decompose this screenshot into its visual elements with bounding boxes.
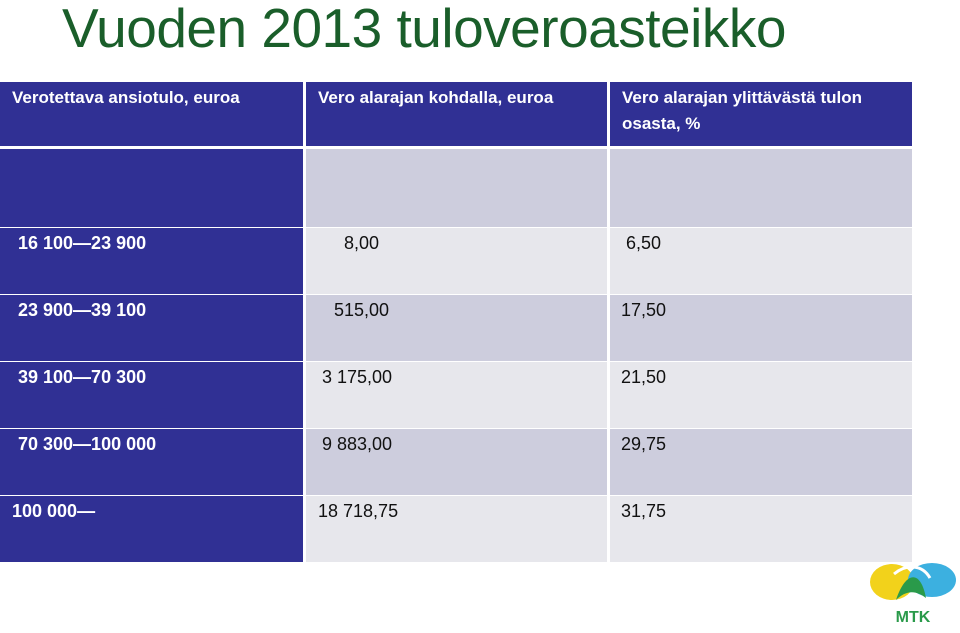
header-taxable-income: Verotettava ansiotulo, euroa [0, 82, 303, 146]
table-cell: 17,50 [610, 295, 912, 361]
table-cell: 18 718,75 [306, 496, 607, 562]
mtk-logo: MTK [866, 560, 960, 628]
page-title: Vuoden 2013 tuloveroasteikko [62, 0, 786, 59]
table-cell: 31,75 [610, 496, 912, 562]
table-cell: 100 000— [0, 496, 303, 562]
table-cell [610, 149, 912, 227]
mtk-logo-mark: MTK [870, 563, 956, 626]
logo-green-shape [896, 577, 926, 600]
table-cell: 8,00 [306, 228, 607, 294]
table-cell: 3 175,00 [306, 362, 607, 428]
table-cell [0, 149, 303, 227]
header-tax-at-lower-limit: Vero alarajan kohdalla, euroa [306, 82, 607, 146]
table-cell: 23 900—39 100 [0, 295, 303, 361]
table-cell: 9 883,00 [306, 429, 607, 495]
table-cell: 39 100—70 300 [0, 362, 303, 428]
table-cell: 515,00 [306, 295, 607, 361]
table-cell: 29,75 [610, 429, 912, 495]
table-cell: 70 300—100 000 [0, 429, 303, 495]
table-cell: 21,50 [610, 362, 912, 428]
table-cell: 6,50 [610, 228, 912, 294]
table-cell: 16 100—23 900 [0, 228, 303, 294]
header-tax-rate-above: Vero alarajan ylittävästä tulon osasta, … [610, 82, 912, 146]
logo-text: MTK [896, 609, 931, 626]
table-cell [306, 149, 607, 227]
